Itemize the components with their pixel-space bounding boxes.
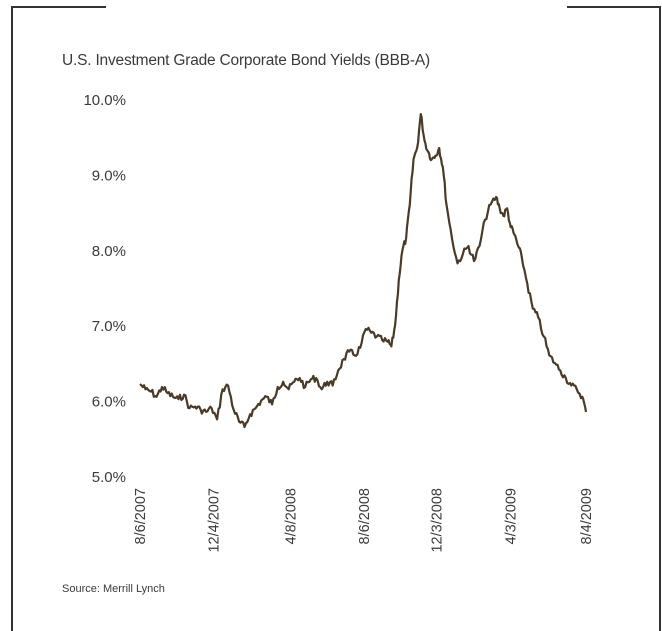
x-tick-label: 12/4/2007 [206, 488, 222, 553]
x-tick-label: 12/3/2008 [430, 488, 446, 553]
y-axis-ticks: 5.0% 6.0% 7.0% 8.0% 9.0% 10.0% [83, 92, 126, 486]
source-note: Source: Merrill Lynch [62, 583, 165, 595]
x-tick-label: 4/8/2008 [284, 488, 300, 544]
y-tick-label: 9.0% [92, 167, 126, 184]
x-tick-label: 8/6/2008 [357, 488, 373, 544]
x-axis-ticks: 8/6/2007 12/4/2007 4/8/2008 8/6/2008 12/3/20… [133, 488, 595, 553]
chart-title: U.S. Investment Grade Corporate Bond Yie… [62, 52, 430, 69]
y-tick-label: 5.0% [92, 469, 126, 486]
x-tick-label: 8/4/2009 [579, 488, 595, 544]
x-tick-label: 8/6/2007 [133, 488, 149, 544]
y-tick-label: 8.0% [92, 243, 126, 260]
series-group [139, 113, 588, 429]
y-tick-label: 10.0% [83, 92, 126, 109]
yield-series-line [139, 113, 588, 429]
y-tick-label: 6.0% [92, 394, 126, 411]
y-tick-label: 7.0% [92, 318, 126, 335]
x-tick-label: 4/3/2009 [504, 488, 520, 544]
